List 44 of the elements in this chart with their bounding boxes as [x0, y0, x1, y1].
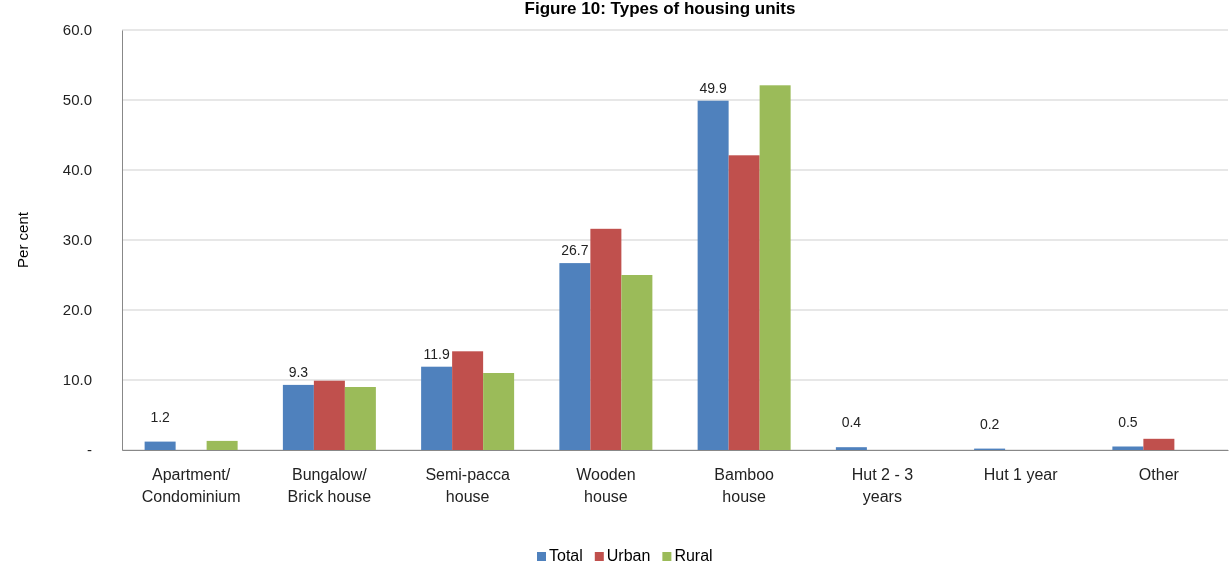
bar	[590, 228, 622, 450]
x-tick-label: Hut 1 year	[983, 466, 1059, 483]
x-tick-label: Hut 2 - 3 years	[851, 466, 914, 505]
bar	[621, 275, 653, 450]
bar	[313, 380, 345, 450]
x-tick-label: Wooden house	[576, 466, 636, 505]
x-tick-label: Apartment/ Condominium	[141, 466, 241, 505]
y-tick-label: -	[87, 441, 92, 459]
x-tick-label: Other	[1138, 466, 1180, 483]
chart-title: Figure 10: Types of housing units	[524, 0, 796, 18]
y-tick-label: 60.0	[62, 21, 92, 39]
data-label: 11.9	[423, 345, 450, 362]
data-label: 49.9	[699, 79, 727, 96]
y-tick-label: 10.0	[62, 371, 92, 389]
y-tick-label: 50.0	[62, 91, 92, 109]
y-tick-label: 40.0	[62, 161, 92, 179]
bar	[1143, 438, 1175, 450]
data-label: 1.2	[150, 408, 171, 425]
data-label: 9.3	[288, 363, 309, 380]
y-axis-title: Per cent	[14, 211, 31, 268]
x-tick-label: Bungalow/ Brick house	[287, 466, 372, 505]
bar	[144, 441, 176, 450]
bar	[559, 263, 591, 450]
bar	[759, 85, 791, 450]
bar	[206, 440, 238, 450]
bar	[421, 366, 453, 450]
x-tick-label: Bamboo house	[714, 466, 775, 505]
data-label: 0.2	[979, 415, 1000, 432]
data-label: 0.4	[841, 414, 862, 431]
legend-label: Rural	[674, 547, 713, 564]
bar	[282, 384, 314, 450]
data-label: 0.5	[1118, 413, 1138, 430]
bar	[728, 155, 760, 450]
legend-label: Urban	[606, 547, 651, 564]
bar	[344, 387, 376, 450]
bar	[483, 373, 515, 450]
x-tick-label: Semi-pacca house	[425, 466, 510, 505]
data-label: 26.7	[561, 242, 589, 259]
bar	[835, 447, 867, 450]
y-tick-label: 30.0	[62, 231, 92, 249]
legend-label: Total	[549, 547, 583, 564]
y-tick-label: 20.0	[62, 301, 92, 319]
bar	[452, 351, 484, 450]
bar	[697, 100, 729, 450]
